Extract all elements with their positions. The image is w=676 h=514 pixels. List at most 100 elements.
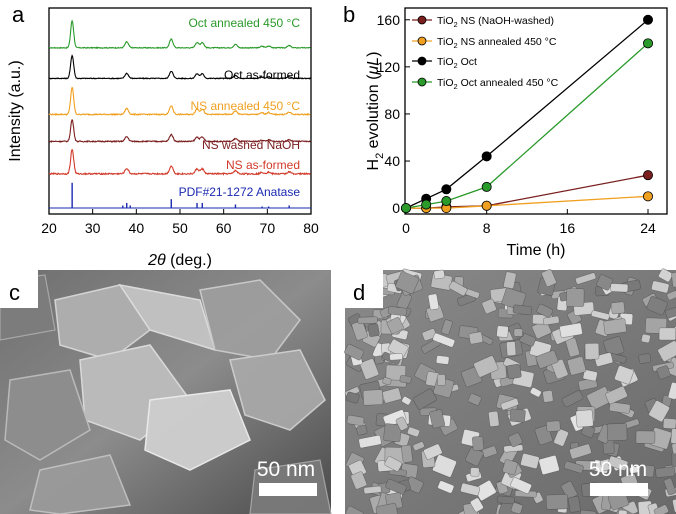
sem-grain bbox=[610, 283, 628, 292]
sem-grain bbox=[666, 287, 676, 301]
x-tick-label: 70 bbox=[260, 220, 276, 236]
legend-marker bbox=[417, 36, 427, 46]
sem-grain bbox=[514, 329, 523, 337]
sem-grain bbox=[356, 425, 367, 436]
x-tick-label: 60 bbox=[216, 220, 232, 236]
x-tick-label: 80 bbox=[303, 220, 319, 236]
y-tick-label: 0 bbox=[392, 200, 400, 216]
h2-y-axis-title: H2 evolution (μL) bbox=[365, 52, 386, 171]
panel-a: a Oct annealed 450 °C Oct as-formed NS ann… bbox=[7, 2, 319, 269]
sem-grain bbox=[546, 494, 568, 509]
panel-b: b 0 8 16 24 0 40 80 120 160 TiO2 NS (NaOH-washed… bbox=[343, 2, 668, 259]
sem-grain bbox=[469, 332, 483, 345]
x-tick-label: 16 bbox=[560, 220, 576, 236]
y-tick-label: 40 bbox=[384, 153, 400, 169]
sem-grain bbox=[472, 436, 484, 451]
xrd-traces: Oct annealed 450 °C Oct as-formed NS annea… bbox=[48, 16, 311, 209]
h2-data-point bbox=[400, 203, 411, 214]
y-tick-label: 80 bbox=[384, 106, 400, 122]
sem-grain bbox=[363, 390, 383, 406]
xrd-y-axis-title: Intensity (a.u.) bbox=[7, 60, 24, 161]
h2-x-axis-title: Time (h) bbox=[507, 242, 566, 259]
x-tick-label: 24 bbox=[640, 220, 656, 236]
sem-grain bbox=[636, 431, 655, 444]
sem-grain bbox=[546, 421, 560, 432]
sem-grain bbox=[423, 443, 443, 460]
sem-grain bbox=[432, 454, 457, 478]
xrd-trace-label: NS as-formed bbox=[226, 158, 300, 172]
h2-series-line bbox=[405, 42, 649, 209]
x-tick-label: 30 bbox=[85, 220, 101, 236]
h2-data-point bbox=[421, 199, 432, 210]
xrd-x-axis-title: 2θ (deg.) bbox=[147, 252, 212, 269]
h2-data-point bbox=[643, 170, 654, 181]
xrd-trace-label: Oct annealed 450 °C bbox=[188, 16, 300, 30]
sem-grain bbox=[488, 411, 499, 427]
sem-grain bbox=[611, 302, 625, 315]
sem-grain bbox=[510, 409, 526, 423]
sem-grain bbox=[672, 452, 676, 467]
sem-grain bbox=[617, 510, 627, 514]
scale-bar-label-c: 50 nm bbox=[257, 458, 315, 481]
h2-data-point bbox=[441, 196, 452, 207]
sem-grain bbox=[568, 496, 581, 513]
h2-data-point bbox=[643, 38, 654, 49]
h2-series-line bbox=[405, 19, 649, 209]
legend-entry-oct-annealed: TiO2 Oct annealed 450 °C bbox=[412, 77, 559, 91]
scale-bar-label-d: 50 nm bbox=[589, 458, 647, 481]
sem-grain bbox=[658, 268, 674, 283]
panel-c: c 50 nm bbox=[0, 270, 332, 514]
legend-entry-oct: TiO2 Oct bbox=[412, 56, 477, 70]
sem-grain bbox=[655, 467, 675, 478]
h2-axes: 0 8 16 24 0 40 80 120 160 bbox=[377, 12, 656, 236]
sem-grain bbox=[496, 326, 508, 338]
sem-grain bbox=[400, 375, 412, 383]
legend-label-ns-washed: TiO2 NS (NaOH-washed) bbox=[437, 15, 554, 29]
h2-data-point bbox=[643, 191, 654, 202]
sem-d-grains bbox=[344, 268, 676, 514]
panel-label-a: a bbox=[12, 2, 25, 27]
panel-label-c-box bbox=[0, 270, 38, 308]
xrd-trace bbox=[49, 19, 311, 50]
legend-marker bbox=[417, 15, 427, 25]
h2-data-point bbox=[481, 200, 492, 211]
x-tick-label: 50 bbox=[172, 220, 188, 236]
panel-label-c: c bbox=[9, 280, 20, 305]
sem-grain bbox=[603, 318, 626, 335]
sem-grain bbox=[585, 343, 599, 359]
sem-grain bbox=[542, 390, 553, 403]
sem-grain bbox=[659, 328, 676, 340]
sem-grain bbox=[436, 355, 449, 364]
xrd-trace-label: NS washed NaOH bbox=[202, 138, 300, 152]
sem-grain bbox=[553, 428, 569, 446]
scale-bar-d bbox=[590, 483, 648, 496]
sem-grain bbox=[641, 334, 651, 343]
h2-series bbox=[400, 14, 654, 214]
xrd-x-ticks: 20 30 40 50 60 70 80 bbox=[41, 209, 319, 236]
panel-d: d 50 nm bbox=[344, 268, 676, 514]
sem-grain bbox=[535, 350, 558, 369]
x-tick-label: 20 bbox=[41, 220, 57, 236]
sem-grain bbox=[507, 364, 522, 379]
xrd-trace bbox=[48, 118, 311, 144]
sem-grain bbox=[663, 418, 676, 429]
scale-bar-c bbox=[259, 483, 317, 496]
h2-data-point bbox=[481, 181, 492, 192]
xrd-trace bbox=[48, 86, 311, 117]
sem-grain bbox=[389, 353, 402, 360]
sem-grain bbox=[530, 387, 542, 398]
x-tick-label: 40 bbox=[129, 220, 145, 236]
xrd-trace-label: PDF#21-1272 Anatase bbox=[179, 185, 301, 199]
sem-grain bbox=[368, 323, 380, 337]
legend-entry-ns-washed: TiO2 NS (NaOH-washed) bbox=[412, 15, 554, 29]
h2-legend: TiO2 NS (NaOH-washed) TiO2 NS annealed 4… bbox=[412, 15, 559, 91]
legend-label-ns-annealed: TiO2 NS annealed 450 °C bbox=[437, 36, 557, 50]
legend-label-oct: TiO2 Oct bbox=[437, 56, 477, 70]
legend-entry-ns-annealed: TiO2 NS annealed 450 °C bbox=[412, 36, 557, 50]
y-tick-label: 160 bbox=[377, 12, 401, 28]
sem-grain bbox=[358, 317, 378, 324]
sem-grain bbox=[657, 340, 676, 362]
xrd-trace-label: Oct as-formed bbox=[224, 68, 300, 82]
sem-grain bbox=[359, 358, 379, 380]
